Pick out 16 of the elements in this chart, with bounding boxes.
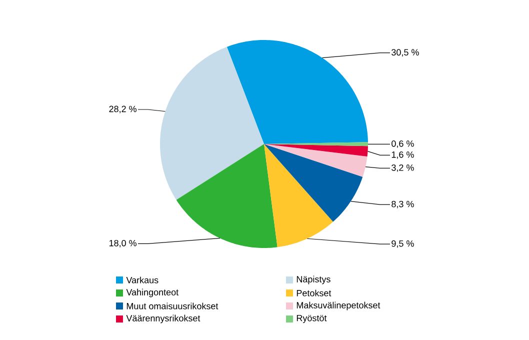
legend-label: Maksuvälinepetokset <box>296 302 380 310</box>
legend-label: Näpistys <box>296 276 330 284</box>
data-label: 28,2 % <box>109 106 136 114</box>
data-label: 1,6 % <box>392 151 414 159</box>
data-label: 8,3 % <box>392 200 414 208</box>
legend-label: Väärennysrikokset <box>126 314 200 324</box>
data-label: 0,6 % <box>392 140 414 148</box>
legend-label: Muut omaisuusrikokset <box>126 302 218 310</box>
legend-label: Petokset <box>296 290 332 296</box>
legend-label: Varkaus <box>126 276 158 284</box>
legend-label: Ryöstöt <box>296 314 327 324</box>
legend-label: Vahingonteot <box>126 288 179 298</box>
data-label: 18,0 % <box>109 240 136 248</box>
data-label: 9,5 % <box>392 240 414 248</box>
data-label: 3,2 % <box>392 164 414 172</box>
data-label: 30,5 % <box>392 49 419 57</box>
